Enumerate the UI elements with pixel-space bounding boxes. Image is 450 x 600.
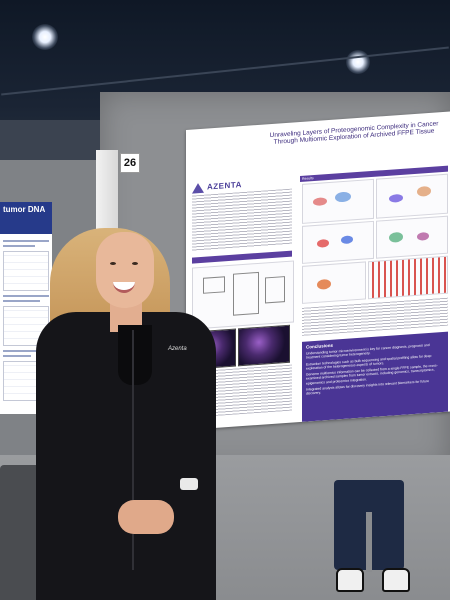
person-face xyxy=(96,232,154,308)
person-hands xyxy=(118,500,174,534)
results-scatter-plot xyxy=(376,215,448,259)
visitor-shoe xyxy=(336,568,364,592)
poster-text-block xyxy=(192,188,292,252)
left-poster-chart xyxy=(3,251,49,291)
person-shirt xyxy=(118,325,152,385)
left-poster-header: tumor DNA xyxy=(0,202,52,234)
left-poster-title: tumor DNA xyxy=(3,205,46,214)
results-scatter-plot xyxy=(376,173,448,219)
main-poster: Unraveling Layers of Proteogenomic Compl… xyxy=(186,111,450,431)
results-scatter-plot xyxy=(302,178,374,224)
workflow-diagram xyxy=(192,260,294,330)
figure-caption xyxy=(302,297,448,336)
person-eye xyxy=(132,262,138,265)
person-smile xyxy=(113,282,135,293)
microscopy-image xyxy=(238,324,290,367)
poster-title: Unraveling Layers of Proteogenomic Compl… xyxy=(269,120,439,147)
person-eye xyxy=(110,262,116,265)
ceiling-light xyxy=(32,24,58,50)
jacket-zipper xyxy=(132,330,134,570)
logo-text: AZENTA xyxy=(207,180,242,192)
ceiling-light xyxy=(346,50,370,74)
visitor-shoe xyxy=(382,568,410,592)
booth-number: 26 xyxy=(120,153,140,173)
results-scatter-plot xyxy=(302,220,374,264)
results-scatter-plot xyxy=(302,261,366,304)
conclusions-box: Conclusions Understanding tumor microenv… xyxy=(302,331,448,422)
jacket-logo: Azenta xyxy=(168,346,187,352)
wristwatch xyxy=(180,478,198,490)
results-bar-chart xyxy=(368,255,448,300)
leg-gap xyxy=(366,512,372,572)
azenta-triangle-icon xyxy=(192,182,204,194)
